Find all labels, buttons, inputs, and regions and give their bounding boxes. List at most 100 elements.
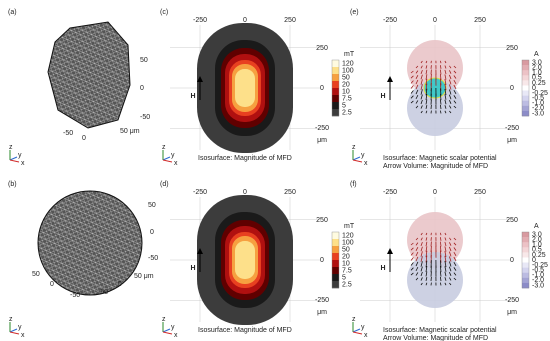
axis-tick-label: -250 xyxy=(505,125,519,132)
field-arrow xyxy=(425,237,428,241)
colorbar-label: -3.0 xyxy=(532,110,544,117)
colorbar-swatch xyxy=(332,74,339,82)
colorbar-swatch xyxy=(332,239,339,247)
axis-tick-label: -250 xyxy=(505,297,519,304)
field-arrow xyxy=(449,266,452,272)
field-arrow xyxy=(425,99,428,105)
field-arrow xyxy=(425,282,428,286)
field-arrow xyxy=(453,100,457,104)
colorbar-label: 7.5 xyxy=(342,95,352,102)
field-arrow xyxy=(410,247,414,251)
field-arrow xyxy=(420,282,423,286)
field-arrow xyxy=(415,247,419,251)
axis-tick-label: 0 xyxy=(243,189,247,196)
colorbar-swatch xyxy=(522,80,529,86)
colorbar-swatch xyxy=(522,60,529,66)
colorbar-swatch xyxy=(522,282,529,289)
colorbar-label: 120 xyxy=(342,232,354,239)
field-arrow xyxy=(425,255,428,263)
field-arrow xyxy=(444,237,447,241)
field-arrow xyxy=(449,99,452,105)
colorbar-label: -2.0 xyxy=(532,277,544,284)
triad-label: y xyxy=(171,324,175,331)
axis-x xyxy=(9,159,20,163)
field-arrow xyxy=(420,79,423,85)
field-arrow xyxy=(415,75,419,79)
field-arrow xyxy=(425,105,428,109)
field-arrow xyxy=(440,237,442,241)
axis-tick-label: 250 xyxy=(316,45,328,52)
field-arrow xyxy=(410,252,414,256)
colorbar-swatch xyxy=(522,237,529,243)
colorbar-label: -0.5 xyxy=(532,267,544,274)
field-arrow xyxy=(453,252,457,256)
axis-x xyxy=(352,331,363,335)
field-arrow xyxy=(425,266,428,272)
field-arrow xyxy=(410,80,414,84)
colorbar-swatch xyxy=(522,100,529,107)
field-arrow xyxy=(449,261,452,267)
colorbar-swatch xyxy=(522,75,529,81)
colorbar-label: 5 xyxy=(342,274,346,281)
field-arrow xyxy=(415,94,419,100)
field-arrow xyxy=(415,105,419,109)
field-arrow xyxy=(420,232,423,236)
axis-tick-label: μm xyxy=(507,309,517,316)
field-arrow xyxy=(440,265,442,273)
colorbar-label: 0.25 xyxy=(532,80,546,87)
colorbar-frame xyxy=(521,231,530,289)
field-arrow xyxy=(444,266,447,272)
triad-label: y xyxy=(361,152,365,159)
panel-label: (f) xyxy=(350,181,357,188)
colorbar-label: 0.5 xyxy=(532,75,542,82)
colorbar-swatch xyxy=(332,88,339,96)
axis-tick-label: 0 xyxy=(433,189,437,196)
colorbar-swatch xyxy=(522,65,529,71)
field-arrow xyxy=(440,232,442,236)
field-arrow xyxy=(449,74,452,80)
colorbar-swatch xyxy=(522,70,529,76)
colorbar-swatch xyxy=(522,277,529,284)
field-arrow xyxy=(425,88,428,96)
field-label: H xyxy=(190,93,195,100)
field-arrow xyxy=(440,65,442,69)
colorbar-label: 100 xyxy=(342,67,354,74)
field-arrow xyxy=(449,256,452,262)
axis-y xyxy=(9,156,18,161)
field-arrow xyxy=(444,110,447,114)
axis-tick-label: -50 xyxy=(98,289,108,296)
field-arrow xyxy=(425,60,428,64)
caption: Isosurface: Magnitude of MFD xyxy=(198,155,292,162)
field-arrow xyxy=(440,246,442,252)
colorbar-frame xyxy=(331,59,340,117)
mesh-particle xyxy=(47,21,131,129)
colorbar-swatch xyxy=(522,257,529,263)
triad-label: z xyxy=(162,144,166,151)
colorbar-swatch xyxy=(522,267,529,274)
field-arrow xyxy=(444,250,447,258)
axis-tick-label: -250 xyxy=(383,17,397,24)
axis-tick-label: μm xyxy=(317,309,327,316)
triad-label: y xyxy=(361,324,365,331)
field-arrow xyxy=(453,75,457,79)
axis-tick-label: 0 xyxy=(118,281,122,288)
field-arrow xyxy=(453,95,457,99)
field-arrow xyxy=(453,105,457,109)
isosurface xyxy=(407,252,463,308)
field-arrow xyxy=(444,255,447,263)
axis-y xyxy=(162,156,171,161)
colorbar-swatch xyxy=(332,246,339,254)
colorbar-swatch xyxy=(332,102,339,110)
triad-label: y xyxy=(18,152,22,159)
axis-tick-label: 250 xyxy=(506,45,518,52)
colorbar-swatch xyxy=(522,242,529,248)
colorbar-unit: A xyxy=(534,51,539,58)
field-arrow xyxy=(425,260,428,268)
field-arrow xyxy=(410,70,414,74)
field-arrow xyxy=(425,277,428,281)
field-arrow xyxy=(449,246,452,252)
colorbar-label: 3.0 xyxy=(532,231,542,238)
axis-x xyxy=(162,159,173,163)
colorbar-label: 1.0 xyxy=(532,242,542,249)
field-arrow xyxy=(425,74,428,80)
